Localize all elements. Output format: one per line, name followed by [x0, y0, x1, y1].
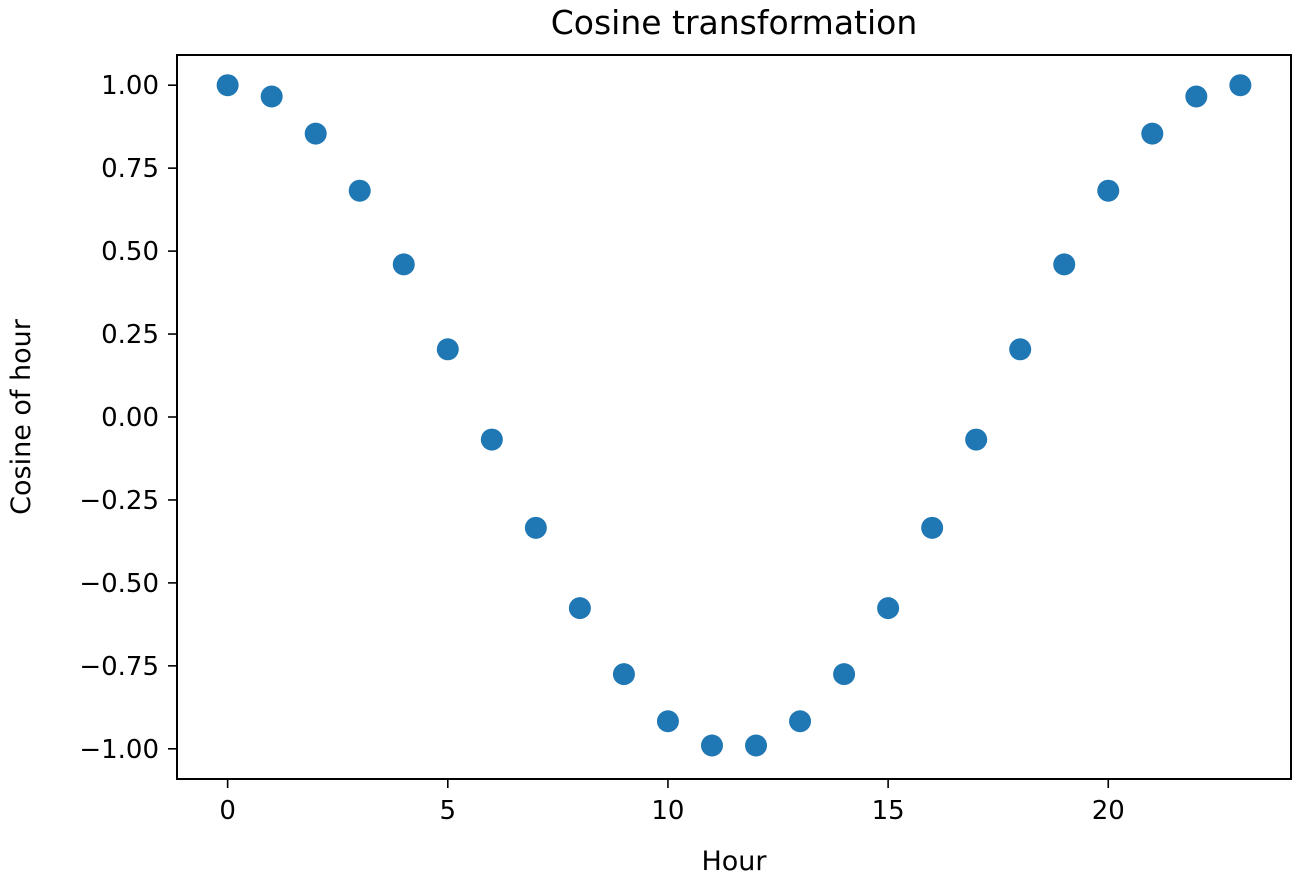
data-point [745, 734, 768, 757]
x-tick-label: 5 [440, 796, 457, 826]
data-point [1229, 74, 1252, 97]
y-tick-label: 0.50 [101, 237, 159, 267]
y-tick-label: −0.75 [79, 652, 159, 682]
data-point [260, 85, 283, 108]
y-tick-label: −0.50 [79, 569, 159, 599]
data-point [524, 516, 547, 539]
data-point [700, 734, 723, 757]
data-point [1009, 338, 1032, 361]
plot-area-frame [176, 54, 1292, 780]
data-point [921, 516, 944, 539]
data-point [1185, 85, 1208, 108]
y-tick-label: 0.25 [101, 320, 159, 350]
y-tick-label: −1.00 [79, 735, 159, 765]
data-point [612, 663, 635, 686]
data-point [348, 179, 371, 202]
y-tick-label: 0.75 [101, 154, 159, 184]
data-point [568, 597, 591, 620]
data-point [436, 338, 459, 361]
data-point [1141, 122, 1164, 145]
data-point [656, 710, 679, 733]
x-tick-label: 10 [651, 796, 684, 826]
data-point [833, 663, 856, 686]
data-point [1053, 253, 1076, 276]
data-points [216, 74, 1252, 757]
data-point [304, 122, 327, 145]
data-point [789, 710, 812, 733]
y-axis-ticks: 1.00 0.75 0.50 0.25 0.00 −0.25 −0.50 −0.75 −1.00 [79, 71, 177, 765]
data-point [877, 597, 900, 620]
x-tick-label: 0 [219, 796, 236, 826]
data-point [216, 74, 239, 97]
y-tick-label: −0.25 [79, 486, 159, 516]
chart-title: Cosine transformation [551, 3, 918, 42]
y-axis-label: Cosine of hour [6, 318, 37, 515]
x-axis-ticks: 0 5 10 15 20 [219, 779, 1125, 826]
data-point [480, 428, 503, 451]
x-tick-label: 20 [1092, 796, 1125, 826]
y-tick-label: 0.00 [101, 403, 159, 433]
data-point [1097, 179, 1120, 202]
x-axis-label: Hour [701, 846, 767, 877]
data-point [392, 253, 415, 276]
y-tick-label: 1.00 [101, 71, 159, 101]
data-point [965, 428, 988, 451]
x-tick-label: 15 [872, 796, 905, 826]
